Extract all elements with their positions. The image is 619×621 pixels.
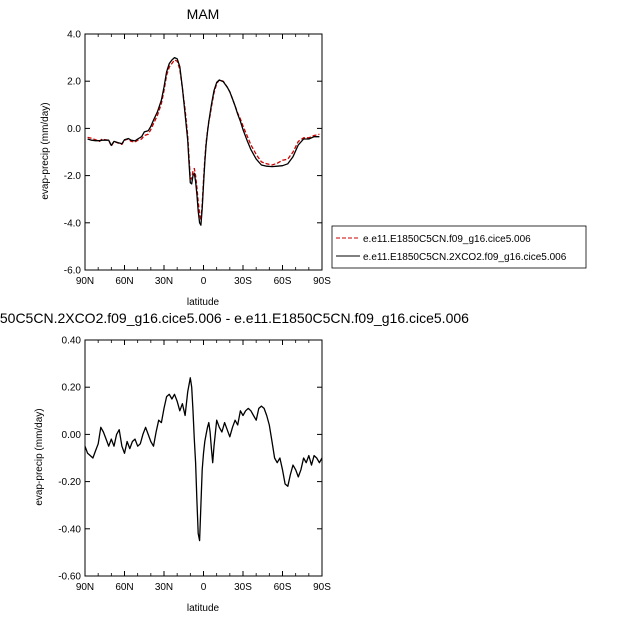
bottom-xtick-label-2: 30N <box>155 582 173 593</box>
legend: e.e11.E1850C5CN.f09_g16.cice5.006 e.e11.… <box>331 225 587 269</box>
bottom-xtick-label-6: 90S <box>313 582 331 593</box>
legend-label-0: e.e11.E1850C5CN.f09_g16.cice5.006 <box>363 234 531 245</box>
bottom-ytick-label-1: 0.20 <box>62 383 82 394</box>
bottom-xtick-label-3: 0 <box>201 582 207 593</box>
top-x-axis-label: latitude <box>187 297 220 308</box>
bottom-ytick-label-5: -0.60 <box>58 572 81 583</box>
top-xtick-label-0: 90N <box>76 276 94 287</box>
top-ytick-label-5: -6.0 <box>64 266 82 277</box>
top-ytick-label-1: 2.0 <box>67 77 81 88</box>
top-ytick-label-4: -4.0 <box>64 218 82 229</box>
bottom-xtick-label-4: 30S <box>234 582 252 593</box>
top-xtick-label-6: 90S <box>313 276 331 287</box>
top-xtick-label-5: 60S <box>274 276 292 287</box>
top-xtick-label-3: 0 <box>201 276 207 287</box>
bottom-y-axis-label: evap-precip (mm/day) <box>34 408 45 505</box>
bottom-plot-frame <box>84 339 323 577</box>
bottom-ytick-label-0: 0.40 <box>62 336 82 347</box>
legend-label-1: e.e11.E1850C5CN.2XCO2.f09_g16.cice5.006 <box>363 252 567 263</box>
top-chart-title: MAM <box>187 6 220 22</box>
bottom-chart-title: e.e11.E1850C5CN.2XCO2.f09_g16.cice5.006 … <box>0 310 469 326</box>
bottom-xtick-label-5: 60S <box>274 582 292 593</box>
top-series-line-0 <box>87 59 320 222</box>
top-ytick-label-2: 0.0 <box>67 124 81 135</box>
bottom-xtick-label-1: 60N <box>115 582 133 593</box>
top-ytick-label-0: 4.0 <box>67 30 81 41</box>
top-xtick-label-2: 30N <box>155 276 173 287</box>
bottom-ytick-label-4: -0.40 <box>58 524 81 535</box>
bottom-series-group <box>84 377 323 542</box>
legend-box <box>331 225 587 269</box>
bottom-panel: e.e11.E1850C5CN.2XCO2.f09_g16.cice5.006 … <box>0 310 469 614</box>
top-series-group <box>87 56 320 226</box>
bottom-x-axis-label: latitude <box>187 603 220 614</box>
top-plot-frame <box>84 33 323 271</box>
bottom-ytick-label-2: 0.00 <box>62 430 82 441</box>
top-panel: MAM evap-precip (mm/day) latitude 4.0 2.0… <box>40 6 331 308</box>
top-y-axis-label: evap-precip (mm/day) <box>40 102 51 199</box>
top-series-line-1 <box>87 56 320 226</box>
top-ytick-label-3: -2.0 <box>64 171 82 182</box>
top-xtick-label-1: 60N <box>115 276 133 287</box>
bottom-ytick-label-3: -0.20 <box>58 477 81 488</box>
bottom-series-line-0 <box>84 377 323 542</box>
top-xtick-label-4: 30S <box>234 276 252 287</box>
bottom-xtick-label-0: 90N <box>76 582 94 593</box>
